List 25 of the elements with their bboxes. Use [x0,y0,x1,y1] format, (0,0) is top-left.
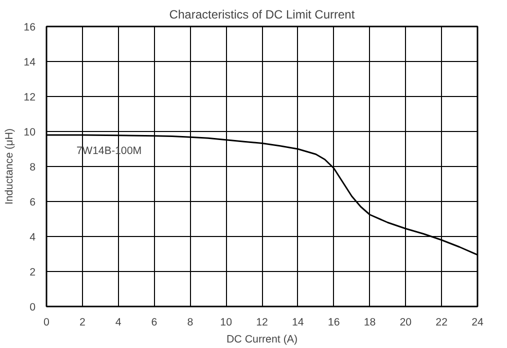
y-tick-label: 14 [24,56,36,68]
y-tick-label: 10 [24,126,36,138]
x-tick-label: 4 [115,316,122,328]
x-tick-label: 10 [220,316,232,328]
y-tick-label: 16 [24,22,36,34]
x-tick-label: 2 [79,316,86,328]
x-tick-label: 24 [472,316,484,328]
y-tick-label: 6 [30,196,36,208]
x-tick-label: 22 [436,316,448,328]
y-axis-title: Inductance (μH) [4,128,16,205]
x-tick-label: 20 [400,316,412,328]
y-tick-label: 2 [30,266,36,278]
x-tick-label: 14 [292,316,304,328]
y-tick-label: 12 [24,92,36,104]
y-tick-label: 8 [30,162,36,174]
x-tick-label: 0 [44,316,50,328]
y-tick-label: 4 [30,232,36,244]
x-axis-title: DC Current (A) [226,334,298,346]
y-tick-label: 0 [30,302,36,314]
x-tick-label: 18 [364,316,376,328]
x-tick-label: 8 [187,316,194,328]
x-tick-label: 16 [328,316,340,328]
x-tick-label: 12 [256,316,268,328]
x-tick-label: 6 [151,316,158,328]
chart-title: Characteristics of DC Limit Current [169,8,356,22]
